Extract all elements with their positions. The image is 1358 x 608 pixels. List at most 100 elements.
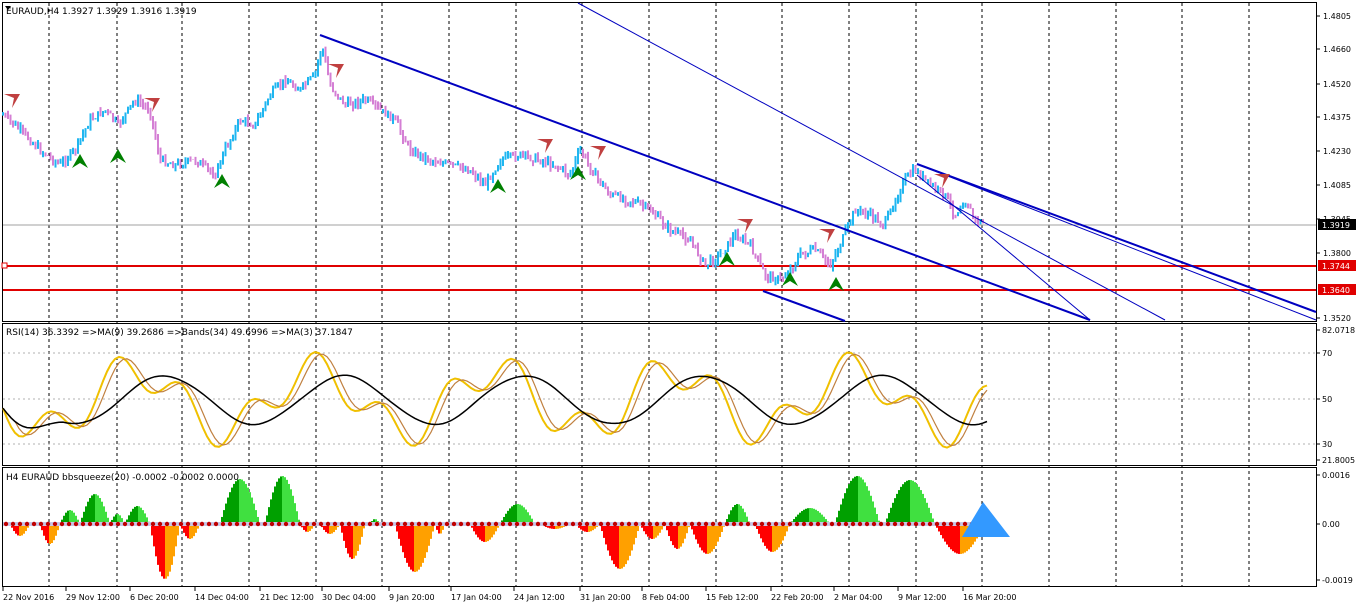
squeeze-dot — [220, 521, 226, 527]
squeeze-dot — [59, 521, 65, 527]
squeeze-dot — [318, 521, 324, 527]
time-label: 6 Dec 20:00 — [130, 593, 179, 602]
panel-frames — [2, 2, 1317, 587]
squeeze-dot — [738, 521, 744, 527]
squeeze-dot — [437, 521, 443, 527]
squeeze-dot — [549, 521, 555, 527]
squeeze-dot — [934, 521, 940, 527]
squeeze-dot — [731, 521, 737, 527]
squeeze-dot — [108, 521, 114, 527]
channel-mid-line[interactable] — [916, 163, 1317, 321]
rsi-label: 50 — [1322, 395, 1332, 404]
squeeze-dot — [444, 521, 450, 527]
channel-top-line[interactable] — [916, 163, 1317, 313]
time-label: 9 Mar 12:00 — [898, 593, 946, 602]
squeeze-dots — [3, 521, 985, 527]
squeeze-dot — [143, 521, 149, 527]
chart-dropdown-icon[interactable] — [5, 6, 11, 10]
trend-line-upper[interactable] — [577, 2, 1166, 321]
squeeze-dot — [577, 521, 583, 527]
squeeze-dot — [941, 521, 947, 527]
squeeze-dot — [297, 521, 303, 527]
squeeze-dot — [892, 521, 898, 527]
squeeze-dot — [381, 521, 387, 527]
price-label: 1.4805 — [1323, 12, 1351, 21]
squeeze-dot — [45, 521, 51, 527]
squeeze-dot — [801, 521, 807, 527]
squeeze-dot — [353, 521, 359, 527]
squeeze-dot — [605, 521, 611, 527]
level-line-handle[interactable] — [1, 262, 8, 269]
time-label: 21 Dec 12:00 — [260, 593, 314, 602]
squeeze-dot — [913, 521, 919, 527]
time-label: 29 Nov 12:00 — [66, 593, 120, 602]
squeeze-dot — [101, 521, 107, 527]
squeeze-dot — [682, 521, 688, 527]
trend-line-main[interactable] — [319, 34, 1091, 321]
squeeze-label: 0.0016 — [1322, 471, 1350, 480]
chart-title: EURAUD,H4 1.3927 1.3929 1.3916 1.3919 — [6, 7, 197, 17]
squeeze-dot — [17, 521, 23, 527]
time-label: 22 Nov 2016 — [3, 593, 54, 602]
squeeze-dot — [815, 521, 821, 527]
price-tags: 1.3919 1.3744 1.3640 — [1318, 219, 1356, 295]
rsi-label: 70 — [1322, 349, 1332, 358]
signal-arrows — [4, 64, 950, 291]
squeeze-dot — [500, 521, 506, 527]
squeeze-panel[interactable]: H4 EURAUD bbsqueeze(20) -0.0002 -0.0002 … — [3, 473, 1010, 579]
squeeze-dot — [192, 521, 198, 527]
squeeze-dot — [843, 521, 849, 527]
rsi-axis: 82.0718 70 50 30 21.8005 — [1316, 326, 1355, 465]
squeeze-dot — [885, 521, 891, 527]
squeeze-dot — [465, 521, 471, 527]
squeeze-dot — [640, 521, 646, 527]
buy-arrow-icon — [72, 154, 88, 168]
channel-bottom-line[interactable] — [916, 174, 1091, 321]
main-panel-frame — [2, 2, 1317, 322]
sell-arrow-icon — [537, 139, 553, 153]
squeeze-dot — [829, 521, 835, 527]
time-label: 24 Jan 12:00 — [514, 593, 565, 602]
squeeze-dot — [850, 521, 856, 527]
squeeze-dot — [157, 521, 163, 527]
time-label: 8 Feb 04:00 — [642, 593, 689, 602]
rsi-panel[interactable]: RSI(14) 36.3392 =>MA(9) 39.2686 =>Bands(… — [2, 328, 988, 449]
price-candles — [2, 46, 984, 286]
squeeze-dot — [647, 521, 653, 527]
squeeze-dot — [122, 521, 128, 527]
squeeze-dot — [752, 521, 758, 527]
squeeze-dot — [269, 521, 275, 527]
time-label: 30 Dec 04:00 — [322, 593, 376, 602]
trend-line-lower[interactable] — [762, 290, 846, 322]
squeeze-dot — [864, 521, 870, 527]
squeeze-dot — [486, 521, 492, 527]
squeeze-dot — [948, 521, 954, 527]
time-label: 31 Jan 20:00 — [580, 593, 631, 602]
trend-lines[interactable] — [319, 2, 1317, 322]
squeeze-dot — [24, 521, 30, 527]
main-panel[interactable]: EURAUD,H4 1.3927 1.3929 1.3916 1.3919 — [1, 2, 1317, 322]
price-label: 1.4375 — [1323, 113, 1351, 122]
squeeze-label: -0.0019 — [1322, 576, 1353, 585]
squeeze-dot — [857, 521, 863, 527]
rsi-panel-frame — [2, 323, 1317, 466]
rsi-title: RSI(14) 36.3392 =>MA(9) 39.2686 =>Bands(… — [6, 328, 353, 338]
price-label: 1.4230 — [1323, 147, 1351, 156]
squeeze-dot — [794, 521, 800, 527]
squeeze-dot — [717, 521, 723, 527]
squeeze-dot — [822, 521, 828, 527]
buy-arrow-icon — [828, 277, 844, 291]
squeeze-dot — [360, 521, 366, 527]
sell-arrow-icon — [590, 146, 606, 160]
squeeze-dot — [612, 521, 618, 527]
squeeze-dot — [521, 521, 527, 527]
squeeze-dot — [10, 521, 16, 527]
squeeze-dot — [745, 521, 751, 527]
price-label: 1.3520 — [1323, 314, 1351, 323]
squeeze-dot — [248, 521, 254, 527]
rsi-ma-line — [2, 374, 988, 429]
squeeze-dot — [311, 521, 317, 527]
squeeze-dot — [479, 521, 485, 527]
